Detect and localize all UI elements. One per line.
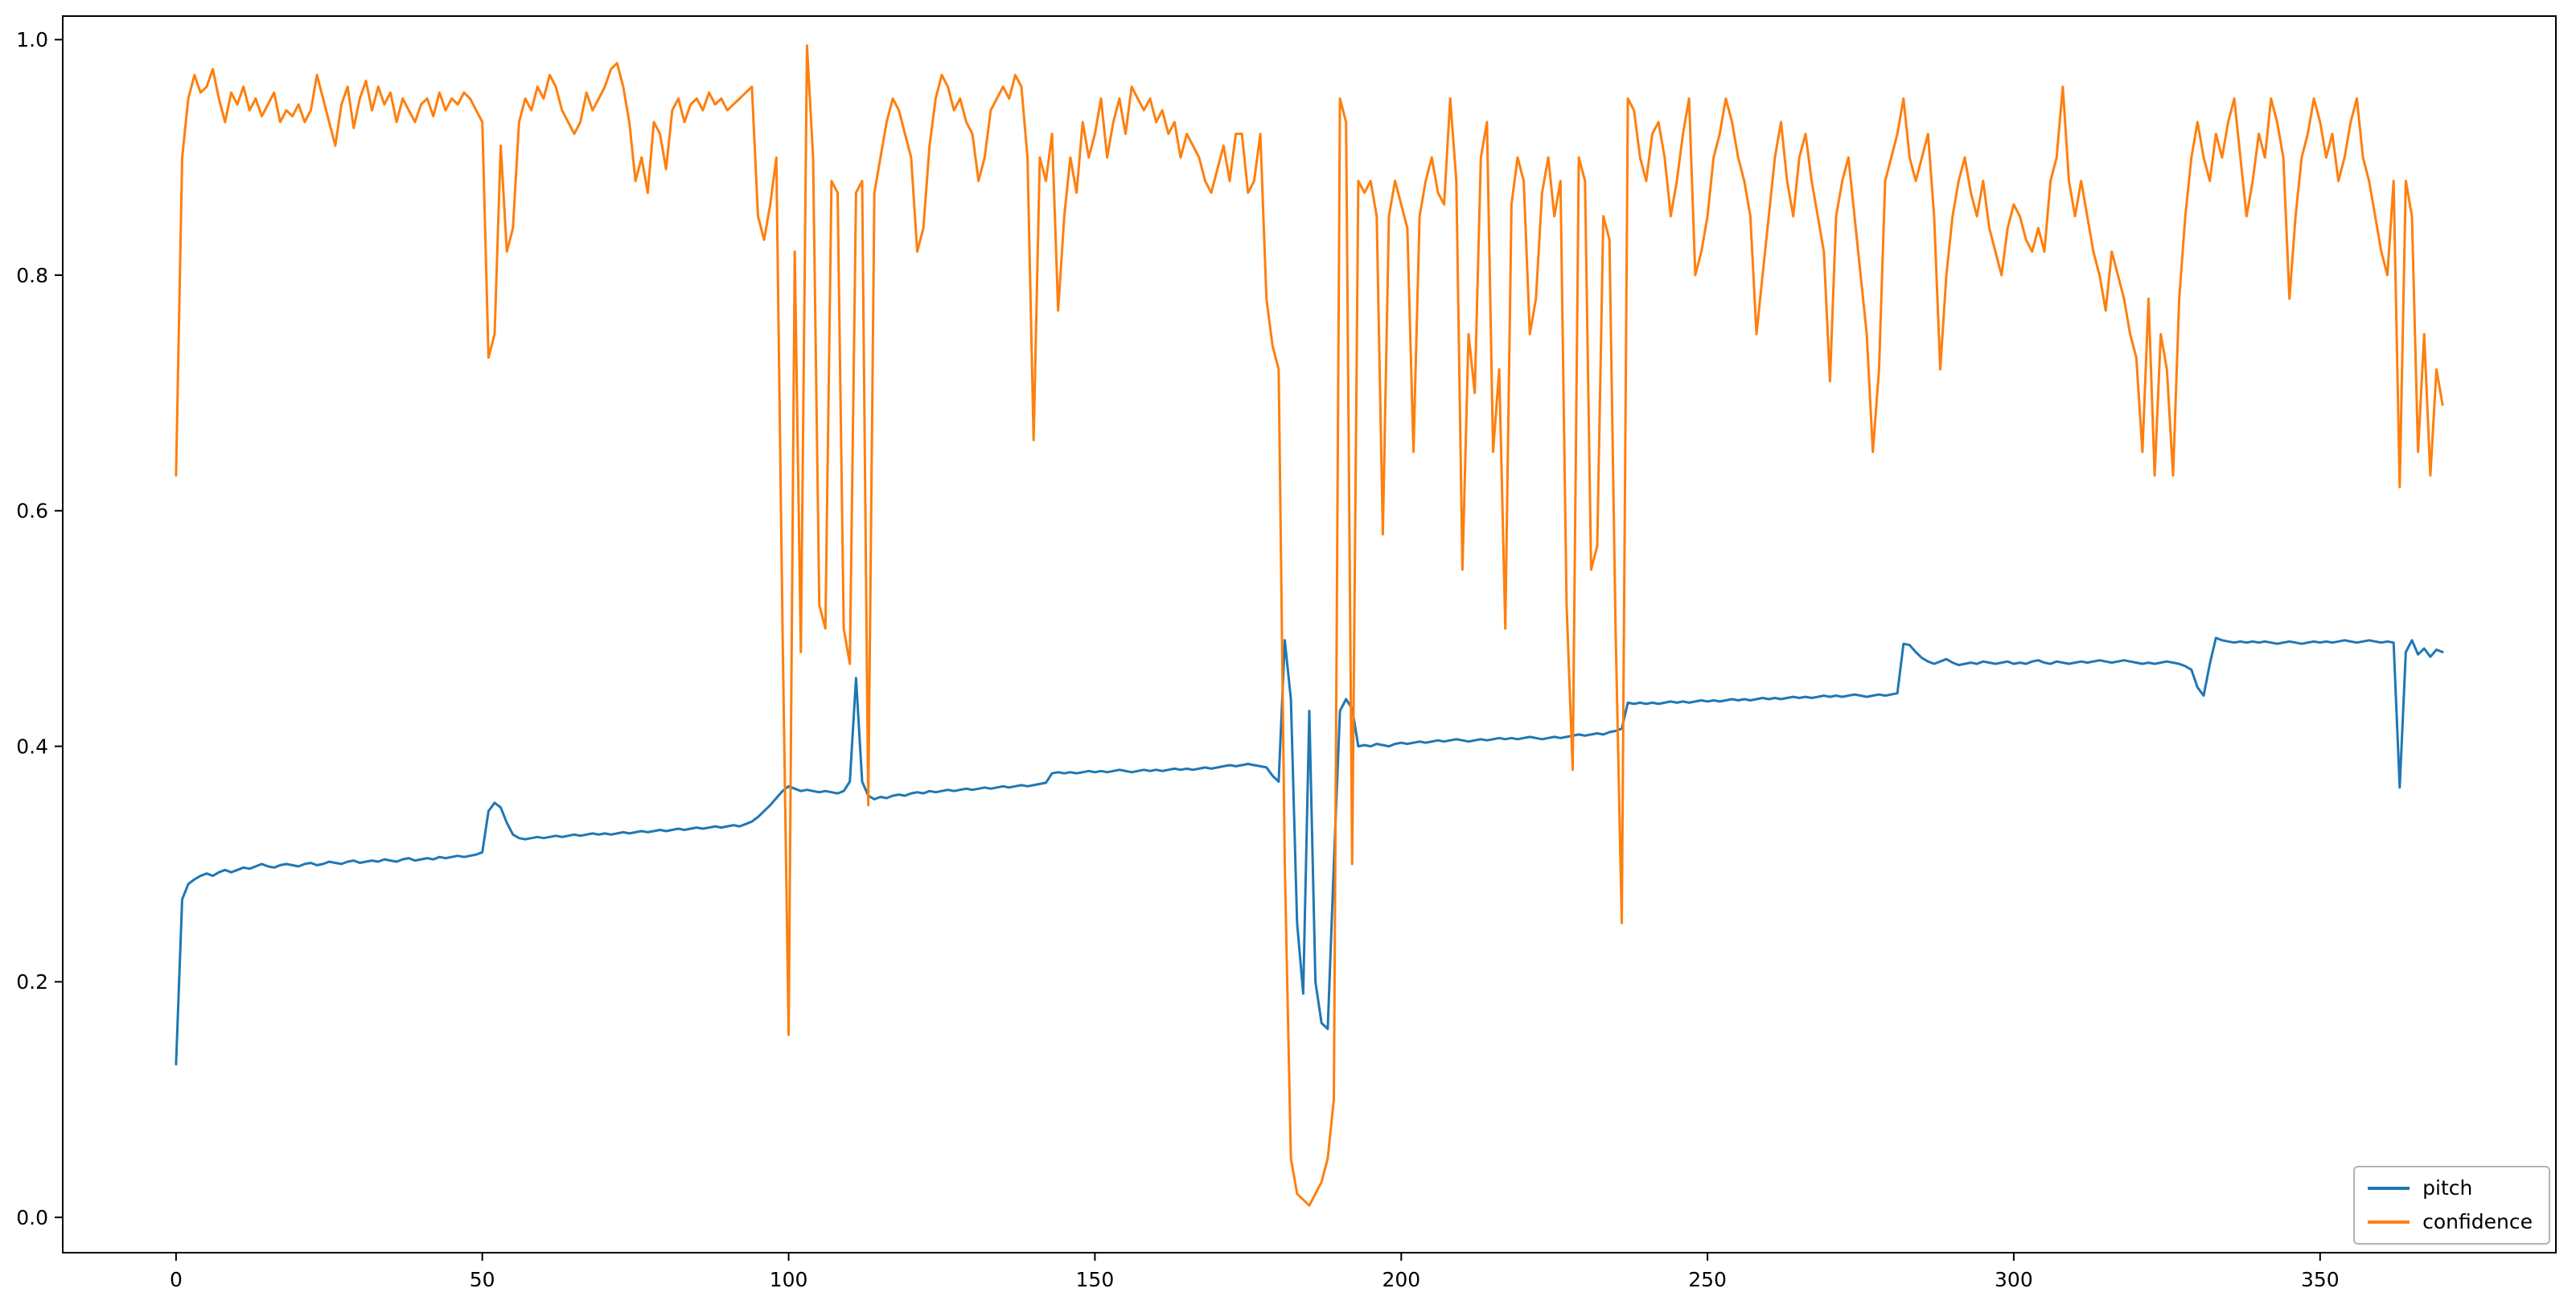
x-axis: 0 50 100 150 200 250 300 350	[170, 1253, 2340, 1291]
svg-text:1.0: 1.0	[16, 28, 48, 51]
y-axis: 0.0 0.2 0.4 0.6 0.8 1.0	[16, 28, 63, 1229]
svg-text:0.8: 0.8	[16, 264, 48, 287]
svg-text:150: 150	[1076, 1268, 1115, 1291]
pitch-line-icon	[2368, 1187, 2410, 1190]
svg-text:100: 100	[770, 1268, 808, 1291]
svg-text:0: 0	[170, 1268, 183, 1291]
svg-text:0.2: 0.2	[16, 970, 48, 994]
pitch-line	[175, 636, 2444, 1066]
svg-text:0.4: 0.4	[16, 735, 48, 758]
legend-item-pitch: pitch	[2368, 1175, 2533, 1201]
svg-text:0.6: 0.6	[16, 500, 48, 523]
svg-text:200: 200	[1382, 1268, 1420, 1291]
svg-text:350: 350	[2301, 1268, 2340, 1291]
svg-text:50: 50	[470, 1268, 495, 1291]
legend-label-pitch: pitch	[2422, 1176, 2473, 1200]
svg-text:250: 250	[1688, 1268, 1727, 1291]
confidence-line-icon	[2368, 1220, 2410, 1224]
legend-label-confidence: confidence	[2422, 1210, 2533, 1233]
legend: pitch confidence	[2353, 1166, 2550, 1245]
confidence-line	[175, 44, 2444, 1207]
axes-box	[62, 15, 2557, 1253]
legend-item-confidence: confidence	[2368, 1209, 2533, 1235]
svg-text:300: 300	[1995, 1268, 2033, 1291]
svg-text:0.0: 0.0	[16, 1206, 48, 1229]
